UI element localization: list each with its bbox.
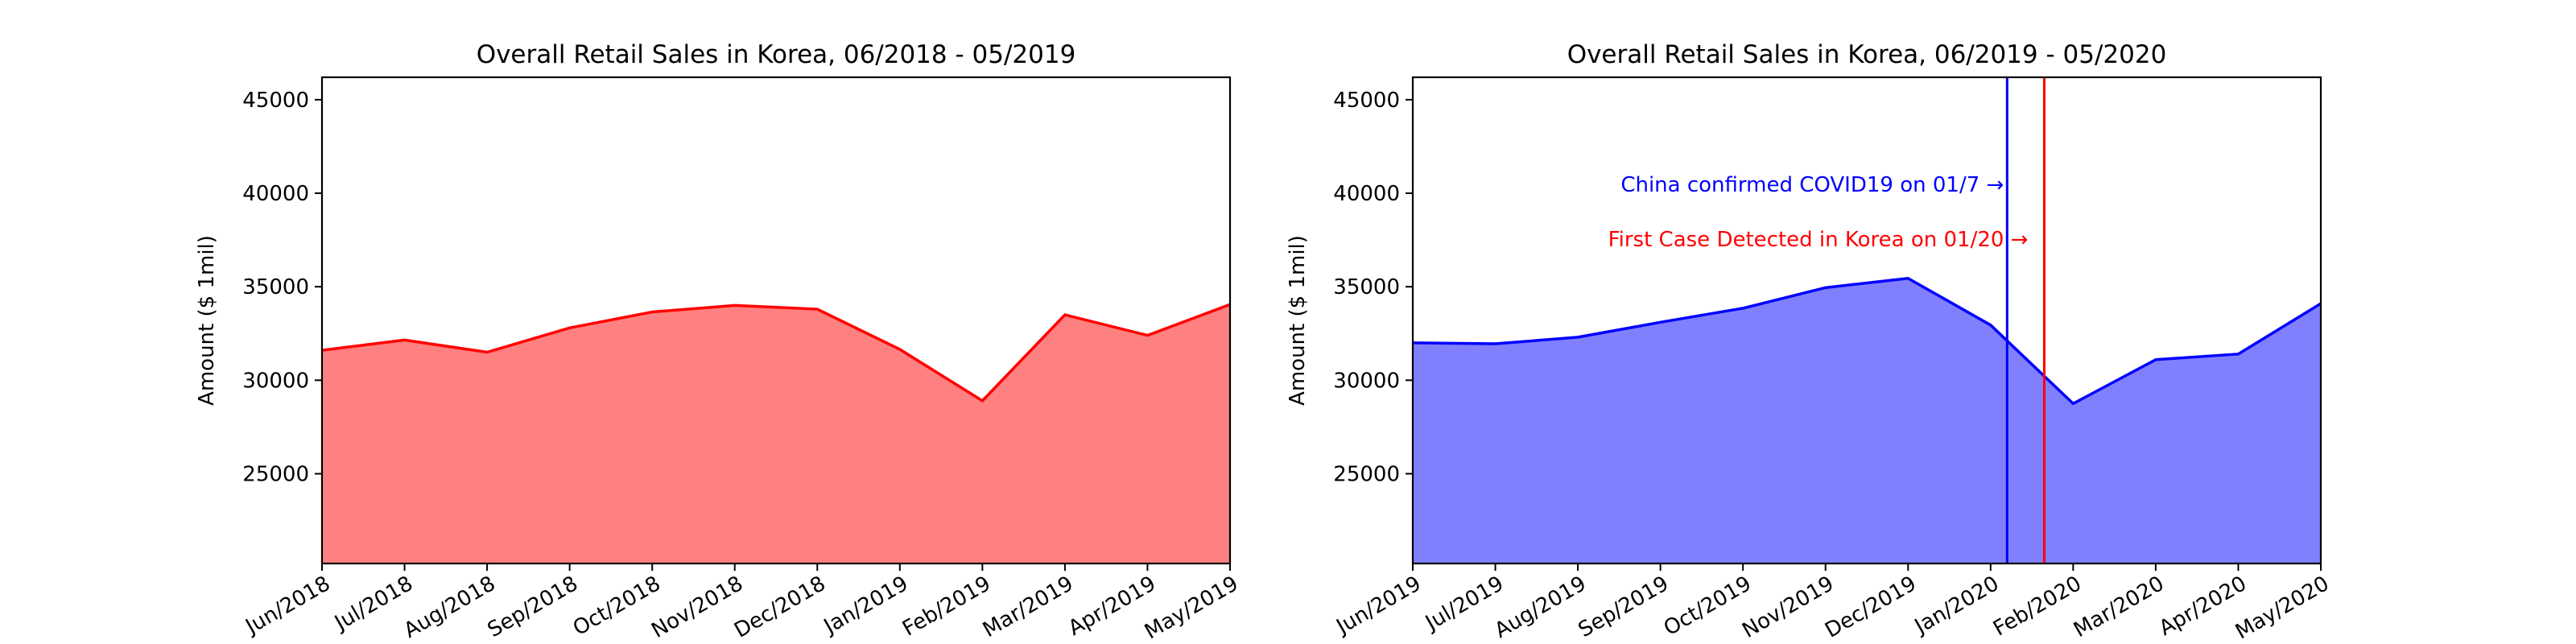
axes-frame-right: [1411, 76, 2322, 565]
area-fill-right: [1413, 278, 2321, 564]
annotation-text-0: China confirmed COVID19 on 01/7 →: [1620, 173, 2004, 197]
x-tick-label: Jun/2019: [1331, 572, 1426, 640]
series-line-right: [1412, 276, 2322, 406]
y-tick-label: 45000: [242, 89, 309, 113]
x-tick-label: Nov/2019: [1738, 572, 1838, 643]
y-tick-label: 45000: [1333, 89, 1400, 113]
x-tick-label: Aug/2018: [400, 572, 500, 643]
series-line-left: [321, 303, 1231, 402]
x-tick-label: Jun/2018: [241, 572, 335, 640]
chart-title-left: Overall Retail Sales in Korea, 06/2018 -…: [477, 40, 1076, 69]
chart-title-right: Overall Retail Sales in Korea, 06/2019 -…: [1567, 40, 2167, 69]
y-tick-label: 40000: [1333, 182, 1400, 206]
x-tick-label: Dec/2019: [1821, 572, 1920, 643]
x-tick-label: May/2019: [1141, 572, 1242, 644]
x-tick-label: Sep/2018: [484, 572, 582, 642]
x-tick-label: Oct/2018: [569, 572, 665, 641]
y-tick-label: 30000: [242, 369, 309, 393]
annotation-text-1: First Case Detected in Korea on 01/20 →: [1608, 228, 2029, 252]
x-tick-label: Mar/2019: [979, 572, 1077, 642]
x-tick-label: Nov/2018: [647, 572, 747, 643]
y-tick-label: 35000: [242, 275, 309, 299]
x-tick-label: Mar/2020: [2070, 572, 2168, 642]
y-tick-label: 35000: [1333, 275, 1400, 299]
x-tick-label: May/2020: [2231, 572, 2333, 644]
chart-panel-right: Overall Retail Sales in Korea, 06/2019 -…: [1286, 40, 2334, 644]
y-tick-label: 30000: [1333, 369, 1400, 393]
x-tick-label: Feb/2020: [1989, 572, 2086, 641]
axes-frame-left: [320, 76, 1232, 565]
chart-panel-left: Overall Retail Sales in Korea, 06/2018 -…: [195, 40, 1243, 644]
x-tick-label: Feb/2019: [898, 572, 995, 641]
y-axis-label-left: Amount ($ 1mil): [195, 235, 219, 406]
y-axis-label-right: Amount ($ 1mil): [1286, 235, 1310, 406]
x-tick-label: Aug/2019: [1491, 572, 1591, 643]
x-tick-label: Jan/2020: [1909, 572, 2003, 639]
x-tick-label: Sep/2019: [1575, 572, 1673, 642]
y-tick-label: 25000: [1333, 462, 1400, 486]
x-tick-label: Jan/2019: [819, 572, 912, 639]
y-tick-label: 25000: [242, 462, 309, 486]
area-fill-left: [322, 304, 1230, 564]
x-tick-label: Dec/2018: [730, 572, 829, 643]
x-tick-label: Oct/2019: [1660, 572, 1756, 641]
y-tick-label: 40000: [242, 182, 309, 206]
